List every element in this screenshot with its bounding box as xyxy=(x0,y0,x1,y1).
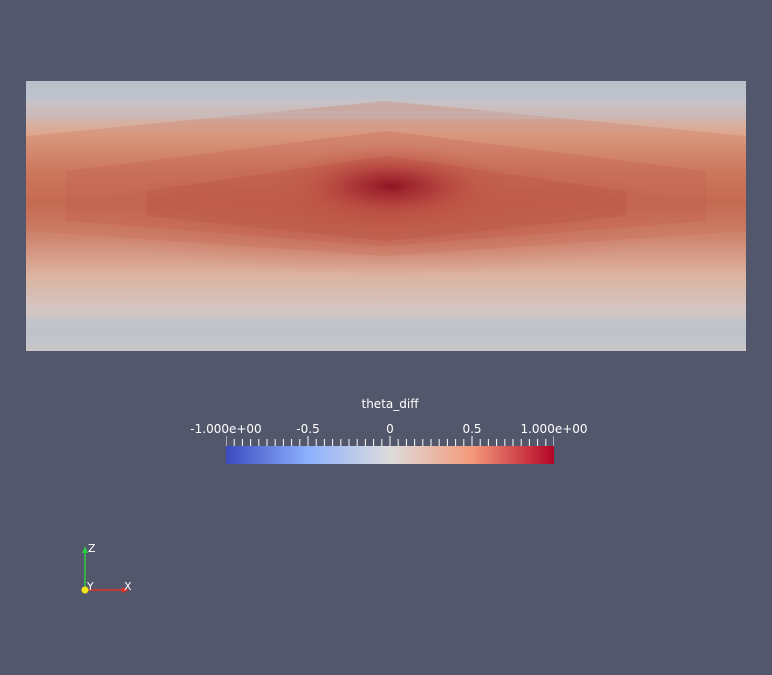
colorbar-label-zero: 0 xyxy=(386,422,394,436)
color-legend: theta_diff -1.000e+00 -0.5 0 0.5 1.000e+… xyxy=(190,396,590,476)
colorbar-label-neg-half: -0.5 xyxy=(296,422,320,436)
colorbar-label-min: -1.000e+00 xyxy=(190,422,262,436)
colorbar-title: theta_diff xyxy=(361,397,419,411)
orientation-axes: Z Y X xyxy=(70,538,140,600)
axis-label-y: Y xyxy=(87,580,94,593)
colorbar-gradient xyxy=(226,446,554,464)
colorbar-label-max: 1.000e+00 xyxy=(520,422,588,436)
theta-diff-field-plot xyxy=(26,81,746,351)
axes-triad xyxy=(81,546,129,594)
axis-label-x: X xyxy=(124,580,132,593)
colorbar-ticks xyxy=(226,436,554,446)
axis-label-z: Z xyxy=(88,542,96,555)
colorbar-label-pos-half: 0.5 xyxy=(462,422,482,436)
